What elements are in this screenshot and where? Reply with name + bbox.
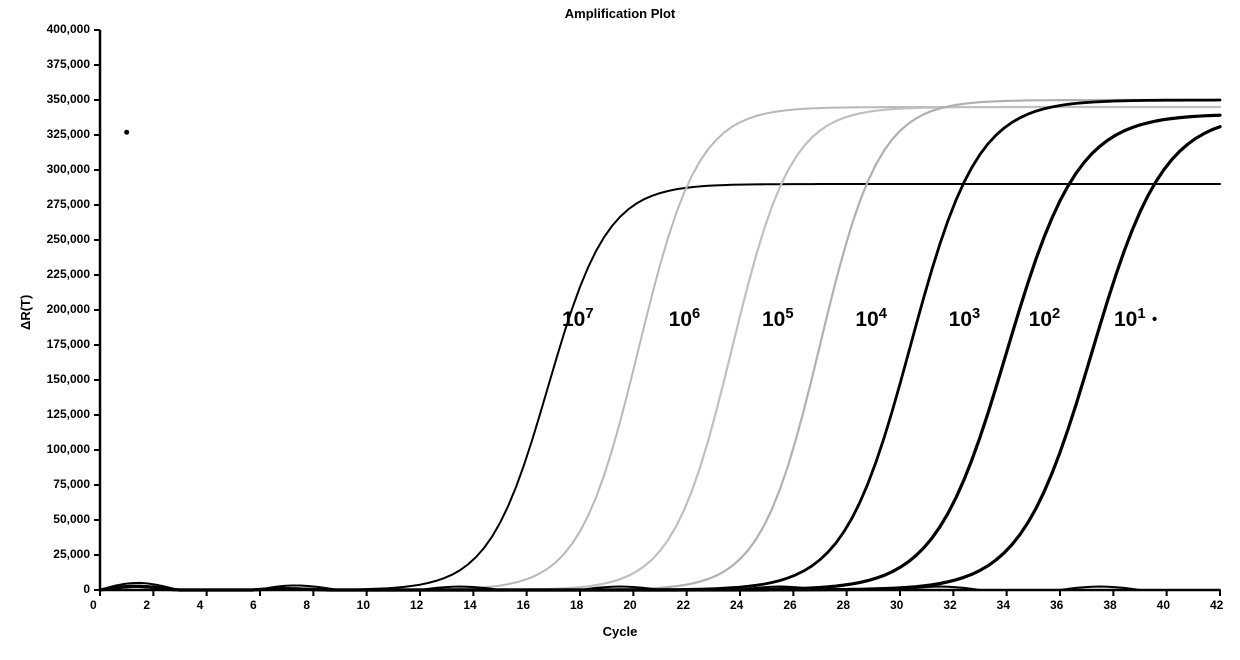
y-tick-label: 125,000 (47, 407, 90, 421)
y-tick-label: 250,000 (47, 232, 90, 246)
x-tick-label: 16 (517, 598, 530, 612)
series-annotation: 106 (669, 306, 701, 332)
x-tick-label: 14 (463, 598, 476, 612)
x-tick-label: 32 (943, 598, 956, 612)
annotation-glyph: • (1152, 312, 1157, 328)
x-tick-label: 42 (1210, 598, 1223, 612)
x-tick-label: 6 (250, 598, 257, 612)
series-annotation: 101 (1114, 306, 1146, 332)
y-tick-label: 200,000 (47, 302, 90, 316)
y-tick-label: 25,000 (53, 547, 90, 561)
series-annotation: 105 (762, 306, 794, 332)
y-tick-label: 400,000 (47, 22, 90, 36)
y-tick-label: 75,000 (53, 477, 90, 491)
series-annotation: 104 (855, 306, 887, 332)
x-tick-label: 38 (1103, 598, 1116, 612)
x-tick-label: 22 (677, 598, 690, 612)
x-tick-label: 10 (357, 598, 370, 612)
y-tick-label: 175,000 (47, 337, 90, 351)
x-tick-label: 0 (90, 598, 97, 612)
series-annotation: 103 (949, 306, 981, 332)
outlier-point (124, 130, 129, 135)
series-10^5 (100, 107, 1220, 590)
x-tick-label: 20 (623, 598, 636, 612)
y-tick-label: 150,000 (47, 372, 90, 386)
series-10^4 (100, 100, 1220, 590)
x-tick-label: 4 (197, 598, 204, 612)
y-tick-label: 375,000 (47, 57, 90, 71)
x-tick-label: 18 (570, 598, 583, 612)
series-10^2 (100, 115, 1220, 590)
y-tick-label: 100,000 (47, 442, 90, 456)
series-10^6 (100, 107, 1220, 590)
y-tick-label: 0 (83, 582, 90, 596)
y-tick-label: 275,000 (47, 197, 90, 211)
x-tick-label: 34 (997, 598, 1010, 612)
series-10^7 (100, 184, 1220, 590)
x-tick-label: 40 (1157, 598, 1170, 612)
x-tick-label: 8 (303, 598, 310, 612)
y-tick-label: 225,000 (47, 267, 90, 281)
chart-container: { "canvas": { "width": 1240, "height": 6… (0, 0, 1240, 660)
series-10^3 (100, 100, 1220, 590)
x-tick-label: 24 (730, 598, 743, 612)
x-tick-label: 2 (143, 598, 150, 612)
x-tick-label: 36 (1050, 598, 1063, 612)
series-annotation: 102 (1029, 306, 1061, 332)
y-tick-label: 50,000 (53, 512, 90, 526)
series-annotation: 107 (562, 306, 594, 332)
y-tick-label: 325,000 (47, 127, 90, 141)
y-tick-label: 300,000 (47, 162, 90, 176)
x-tick-label: 28 (837, 598, 850, 612)
x-tick-label: 26 (783, 598, 796, 612)
series-10^1 (100, 127, 1220, 590)
x-tick-label: 30 (890, 598, 903, 612)
x-tick-label: 12 (410, 598, 423, 612)
y-tick-label: 350,000 (47, 92, 90, 106)
